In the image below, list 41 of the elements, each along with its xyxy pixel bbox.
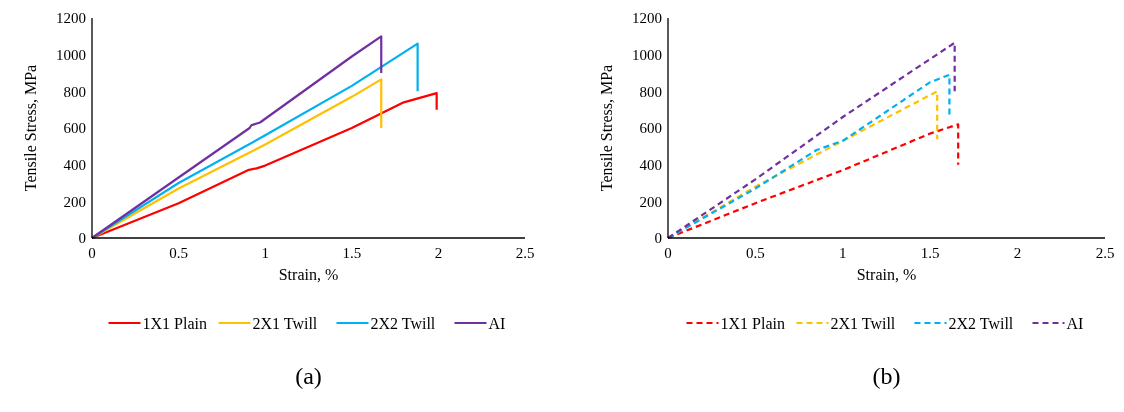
y-tick-label: 200 — [639, 193, 662, 210]
y-tick-label: 600 — [63, 120, 86, 137]
x-tick-label: 2 — [1013, 245, 1022, 261]
legend-label: 1X1 Plain — [720, 314, 785, 332]
y-tick-label: 1000 — [632, 46, 662, 63]
legend-label: 2X2 Twill — [370, 314, 436, 332]
y-tick-label: 1200 — [632, 10, 662, 27]
x-tick-label: 1 — [839, 245, 847, 261]
legend-label: 2X1 Twill — [252, 314, 318, 332]
y-tick-label: 1000 — [56, 46, 86, 63]
x-tick-label: 1.5 — [920, 245, 940, 261]
x-tick-label: 2.5 — [515, 245, 535, 261]
y-axis-title: Tensile Stress, MPa — [598, 64, 615, 192]
legend-label: 2X1 Twill — [830, 314, 896, 332]
x-tick-label: 1.5 — [342, 245, 362, 261]
text: (a) — [295, 363, 322, 389]
x-tick-label: 2 — [434, 245, 443, 261]
x-tick-label: 0.5 — [169, 245, 188, 261]
legend-label: 2X2 Twill — [948, 314, 1014, 332]
x-tick-label: 0 — [88, 245, 96, 261]
y-tick-label: 600 — [639, 120, 662, 137]
y-tick-label: 1200 — [56, 10, 86, 27]
y-tick-label: 800 — [639, 83, 662, 100]
y-tick-label: 400 — [639, 156, 662, 173]
legend-label: AI — [1066, 314, 1084, 332]
y-tick-label: 0 — [654, 230, 662, 247]
x-tick-label: 0 — [664, 245, 672, 261]
y-tick-label: 800 — [63, 83, 86, 100]
x-tick-label: 0.5 — [746, 245, 765, 261]
legend-label: AI — [488, 314, 506, 332]
x-axis-title: Strain, % — [856, 266, 917, 283]
y-tick-label: 200 — [63, 193, 86, 210]
x-tick-label: 2.5 — [1095, 245, 1115, 261]
x-tick-label: 1 — [261, 245, 269, 261]
x-axis-title: Strain, % — [278, 266, 339, 283]
legend-label: 1X1 Plain — [142, 314, 207, 332]
line-series — [666, 41, 956, 240]
y-axis-title: Tensile Stress, MPa — [22, 64, 39, 192]
y-tick-label: 400 — [63, 156, 86, 173]
y-tick-label: 0 — [78, 230, 86, 247]
text: (b) — [872, 363, 901, 389]
